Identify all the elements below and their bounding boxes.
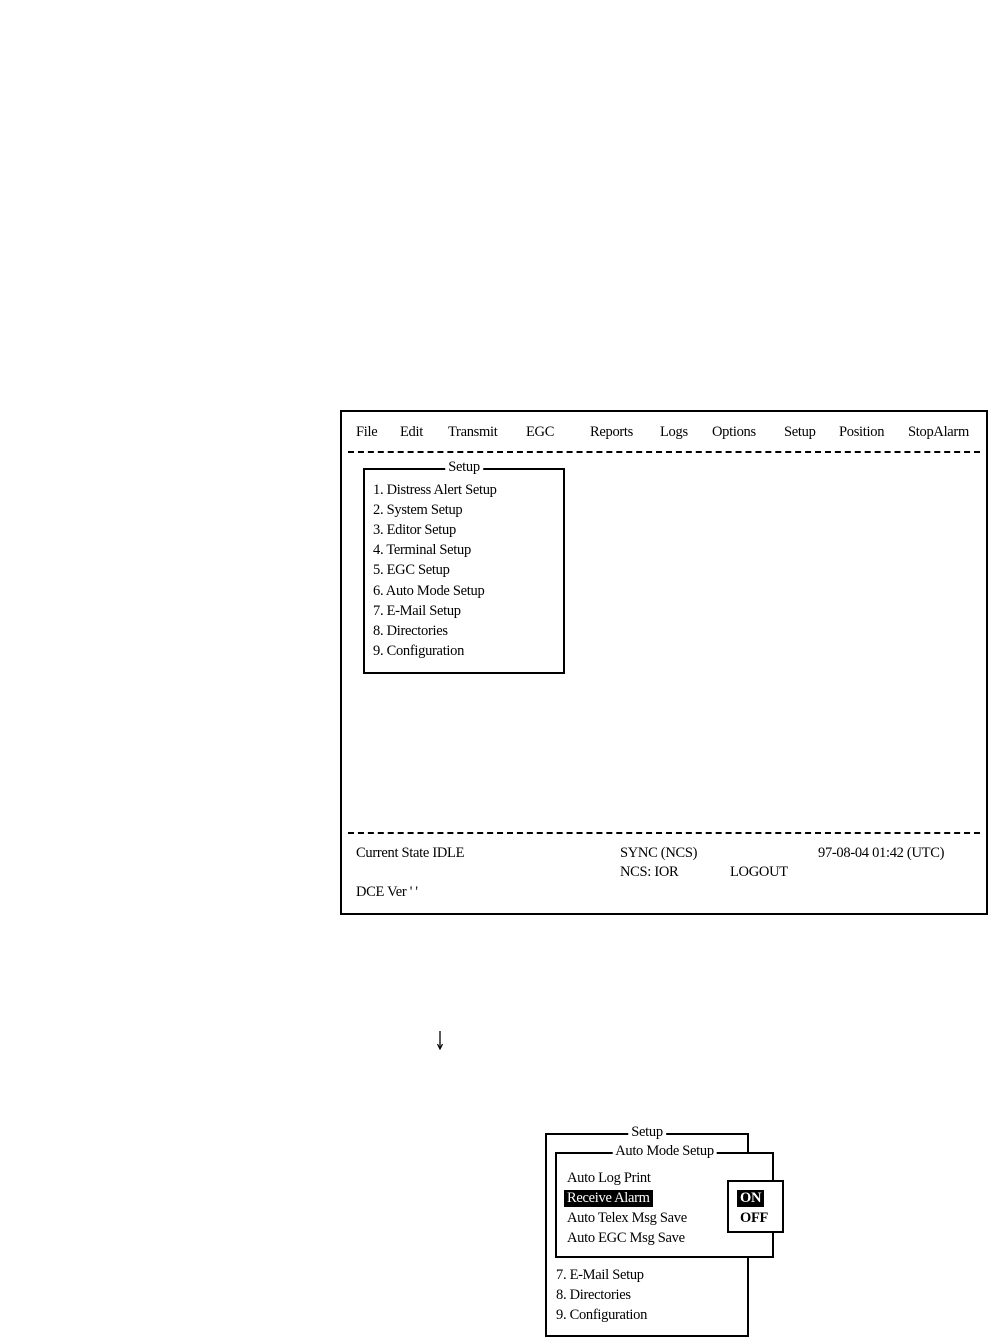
setup-detail-title: Setup <box>628 1124 666 1141</box>
menu-file[interactable]: File <box>356 424 378 440</box>
setup-item-2[interactable]: 2. System Setup <box>373 502 463 518</box>
setup-item-4[interactable]: 4. Terminal Setup <box>373 542 471 558</box>
down-arrow-icon <box>436 1031 444 1050</box>
auto-egc-save-item[interactable]: Auto EGC Msg Save <box>567 1230 685 1246</box>
detail-item-9[interactable]: 9. Configuration <box>556 1307 648 1323</box>
setup-item-5[interactable]: 5. EGC Setup <box>373 562 450 578</box>
terminal-screen <box>340 410 988 915</box>
auto-log-print-item[interactable]: Auto Log Print <box>567 1170 651 1186</box>
detail-item-7[interactable]: 7. E-Mail Setup <box>556 1267 644 1283</box>
setup-menu: Setup <box>363 459 565 674</box>
setup-item-7[interactable]: 7. E-Mail Setup <box>373 603 461 619</box>
menu-reports[interactable]: Reports <box>590 424 634 440</box>
menu-logs[interactable]: Logs <box>660 424 688 440</box>
setup-menu-title: Setup <box>445 459 483 476</box>
sync-status: SYNC (NCS) <box>620 845 698 861</box>
current-state: Current State IDLE <box>356 845 465 861</box>
login-status: LOGOUT <box>730 864 788 880</box>
receive-alarm-item[interactable]: Receive Alarm <box>564 1190 653 1207</box>
menu-divider <box>348 451 980 453</box>
menu-stopalarm[interactable]: StopAlarm <box>908 424 969 440</box>
menu-egc[interactable]: EGC <box>526 424 555 440</box>
setup-item-6[interactable]: 6. Auto Mode Setup <box>373 583 485 599</box>
auto-telex-save-item[interactable]: Auto Telex Msg Save <box>567 1210 687 1226</box>
menu-position[interactable]: Position <box>839 424 885 440</box>
status-divider <box>348 832 980 834</box>
setup-item-3[interactable]: 3. Editor Setup <box>373 522 456 538</box>
setup-item-8[interactable]: 8. Directories <box>373 623 448 639</box>
menu-setup[interactable]: Setup <box>784 424 816 440</box>
option-on[interactable]: ON <box>737 1190 765 1207</box>
menu-transmit[interactable]: Transmit <box>448 424 498 440</box>
detail-item-8[interactable]: 8. Directories <box>556 1287 631 1303</box>
auto-mode-title: Auto Mode Setup <box>612 1143 717 1160</box>
option-off[interactable]: OFF <box>740 1210 769 1226</box>
ncs-status: NCS: IOR <box>620 864 679 880</box>
dce-version: DCE Ver ' ' <box>356 884 418 900</box>
setup-item-9[interactable]: 9. Configuration <box>373 643 465 659</box>
menu-edit[interactable]: Edit <box>400 424 423 440</box>
datetime: 97-08-04 01:42 (UTC) <box>818 845 945 861</box>
setup-item-1[interactable]: 1. Distress Alert Setup <box>373 482 497 498</box>
menu-options[interactable]: Options <box>712 424 756 440</box>
